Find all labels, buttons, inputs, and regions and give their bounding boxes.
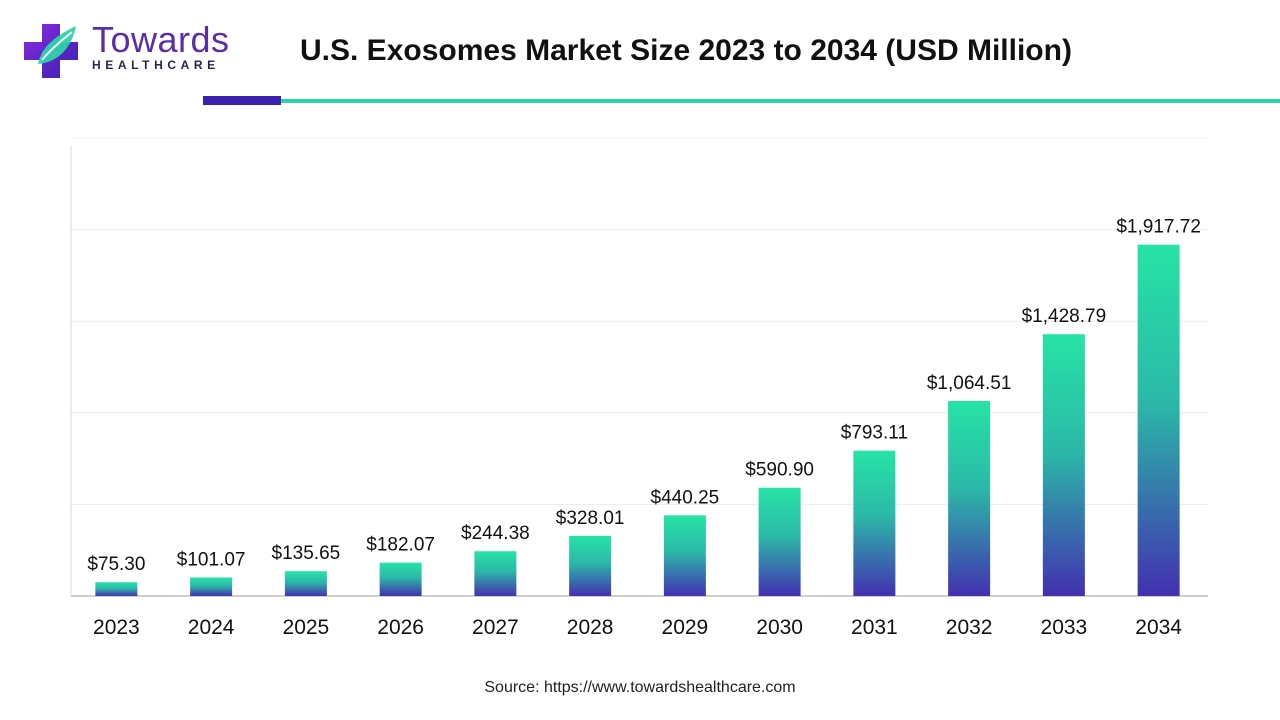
value-label-2023: $75.30	[87, 554, 145, 575]
x-tick-2031: 2031	[851, 616, 898, 639]
bar-2026	[379, 562, 422, 596]
x-tick-2032: 2032	[946, 616, 993, 639]
brand-logo: Towards HEALTHCARE	[20, 18, 240, 80]
bar-2032	[948, 400, 991, 596]
x-tick-2029: 2029	[662, 616, 709, 639]
bar-2028	[569, 535, 612, 596]
chart-title: U.S. Exosomes Market Size 2023 to 2034 (…	[300, 34, 1072, 67]
medical-cross-leaf-icon	[24, 24, 78, 78]
chart-x-tick-labels: 2023 2024 2025 2026 2027 2028 2029 2030 2031 2032…	[93, 616, 1182, 639]
value-label-2033: $1,428.79	[1022, 306, 1107, 327]
x-tick-2033: 2033	[1041, 616, 1088, 639]
bar-2029	[663, 515, 706, 596]
value-label-2029: $440.25	[651, 487, 720, 508]
bar-chart: $75.30 $101.07 $135.65 $182.07 $244.38 $328.0…	[70, 137, 1208, 639]
chart-gridlines	[71, 137, 1208, 505]
x-tick-2028: 2028	[567, 616, 614, 639]
bar-2030	[758, 487, 801, 596]
x-tick-2027: 2027	[472, 616, 519, 639]
value-label-2030: $590.90	[745, 460, 814, 481]
x-tick-2025: 2025	[283, 616, 330, 639]
value-label-2025: $135.65	[272, 543, 341, 564]
chart-value-labels: $75.30 $101.07 $135.65 $182.07 $244.38 $328.0…	[87, 217, 1201, 576]
brand-subtitle: HEALTHCARE	[92, 58, 220, 72]
value-label-2028: $328.01	[556, 508, 625, 529]
x-tick-2023: 2023	[93, 616, 140, 639]
bar-2031	[853, 450, 896, 596]
source-note: Source: https://www.towardshealthcare.co…	[484, 679, 796, 696]
brand-name: Towards	[92, 19, 230, 60]
bar-2024	[190, 577, 233, 596]
value-label-2027: $244.38	[461, 523, 530, 544]
bar-2033	[1042, 334, 1085, 596]
x-tick-2030: 2030	[756, 616, 803, 639]
bar-2034	[1137, 244, 1180, 596]
x-tick-2024: 2024	[188, 616, 235, 639]
value-label-2031: $793.11	[841, 423, 908, 444]
title-rule-accent	[203, 96, 281, 105]
value-label-2034: $1,917.72	[1116, 217, 1201, 238]
value-label-2026: $182.07	[366, 535, 435, 556]
chart-bars	[95, 244, 1180, 596]
x-tick-2034: 2034	[1135, 616, 1182, 639]
value-label-2032: $1,064.51	[927, 373, 1012, 394]
bar-2027	[474, 551, 517, 596]
bar-2025	[284, 571, 327, 596]
value-label-2024: $101.07	[177, 549, 246, 570]
x-tick-2026: 2026	[377, 616, 424, 639]
title-rule	[281, 99, 1280, 103]
bar-2023	[95, 582, 138, 596]
